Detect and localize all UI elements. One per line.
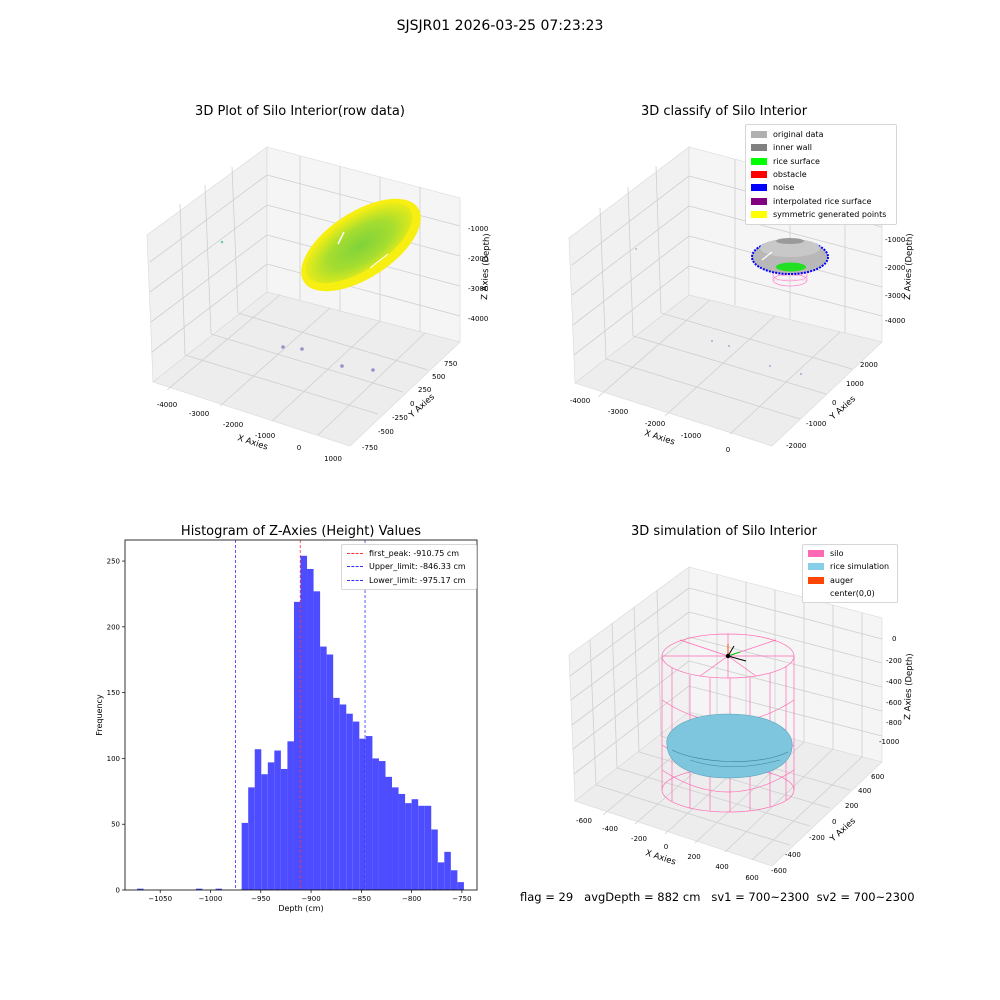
p1-ytick: -250 xyxy=(392,414,408,422)
legend-item: center(0,0) xyxy=(808,587,892,600)
legend-label: Lower_limit: -975.17 cm xyxy=(369,575,466,585)
legend-swatch xyxy=(751,210,767,218)
sv2-value: sv2 = 700~2300 xyxy=(816,890,915,904)
p1-zlabel: Z Axies (Depth) xyxy=(480,233,492,300)
legend-item: auger xyxy=(808,574,892,587)
status-footer: flag = 29 avgDepth = 882 cm sv1 = 700~23… xyxy=(520,890,915,904)
legend-swatch xyxy=(808,576,824,584)
p1-xtick: -1000 xyxy=(255,432,275,440)
legend-item: silo xyxy=(808,547,892,560)
legend-swatch xyxy=(808,590,824,597)
panel1-title: 3D Plot of Silo Interior(row data) xyxy=(195,104,405,119)
p1-ztick: -4000 xyxy=(468,315,488,323)
p1-ytick: -750 xyxy=(362,444,378,452)
legend-item: inner wall xyxy=(751,141,891,154)
figure-title: SJSJR01 2026-03-25 07:23:23 xyxy=(396,18,604,34)
legend-item: Upper_limit: -846.33 cm xyxy=(347,560,471,573)
p1-xtick: 0 xyxy=(297,444,301,452)
p1-ytick: 500 xyxy=(432,373,445,381)
p1-ztick: -3000 xyxy=(468,285,488,293)
legend-label: center(0,0) xyxy=(830,589,875,599)
p1-xtick: -4000 xyxy=(157,401,177,409)
p1-ytick: 0 xyxy=(410,400,414,408)
legend-item: original data xyxy=(751,128,891,141)
legend-swatch xyxy=(808,550,824,558)
p1-ytick: 750 xyxy=(444,360,457,368)
legend-item: first_peak: -910.75 cm xyxy=(347,547,471,560)
legend-item: symmetric generated points xyxy=(751,208,891,221)
legend-swatch xyxy=(751,197,767,205)
legend-swatch xyxy=(347,566,363,568)
legend-item: rice simulation xyxy=(808,560,892,573)
legend-swatch xyxy=(751,131,767,139)
flag-value: flag = 29 xyxy=(520,890,574,904)
legend-label: inner wall xyxy=(773,143,813,153)
legend-item: interpolated rice surface xyxy=(751,194,891,207)
legend-label: interpolated rice surface xyxy=(773,196,872,206)
p1-ytick: -500 xyxy=(378,428,394,436)
legend-swatch xyxy=(751,171,767,179)
panel2-legend: original data inner wall rice surface ob… xyxy=(745,124,897,226)
legend-item: obstacle xyxy=(751,168,891,181)
panel4-legend: silo rice simulation auger center(0,0) xyxy=(802,544,898,604)
p1-xtick: -2000 xyxy=(223,421,243,429)
legend-label: noise xyxy=(773,183,795,193)
legend-label: rice simulation xyxy=(830,562,890,572)
legend-item: rice surface xyxy=(751,155,891,168)
panel2-title: 3D classify of Silo Interior xyxy=(640,104,808,119)
legend-swatch xyxy=(751,157,767,165)
legend-item: Lower_limit: -975.17 cm xyxy=(347,574,471,587)
legend-swatch xyxy=(808,563,824,571)
histogram-legend: first_peak: -910.75 cm Upper_limit: -846… xyxy=(341,544,477,590)
legend-swatch xyxy=(347,553,363,555)
legend-label: original data xyxy=(773,130,824,140)
sv1-value: sv1 = 700~2300 xyxy=(711,890,810,904)
panel3-title: Histogram of Z-Axies (Height) Values xyxy=(180,524,422,539)
legend-swatch xyxy=(347,579,363,581)
p1-ztick: -2000 xyxy=(468,255,488,263)
panel1-point-cloud xyxy=(220,198,421,372)
legend-swatch xyxy=(751,184,767,192)
legend-label: rice surface xyxy=(773,156,820,166)
legend-label: symmetric generated points xyxy=(773,209,887,219)
p1-xtick: 1000 xyxy=(324,455,342,463)
legend-item: noise xyxy=(751,181,891,194)
legend-label: silo xyxy=(830,549,844,559)
p1-xtick: -3000 xyxy=(189,410,209,418)
legend-swatch xyxy=(751,144,767,152)
legend-label: obstacle xyxy=(773,170,807,180)
legend-label: first_peak: -910.75 cm xyxy=(369,549,460,559)
legend-label: auger xyxy=(830,575,854,585)
p1-ytick: 250 xyxy=(418,386,431,394)
panel4-title: 3D simulation of Silo Interior xyxy=(631,524,817,539)
avg-depth-value: avgDepth = 882 cm xyxy=(584,890,701,904)
legend-label: Upper_limit: -846.33 cm xyxy=(369,562,466,572)
p1-ztick: -1000 xyxy=(468,225,488,233)
